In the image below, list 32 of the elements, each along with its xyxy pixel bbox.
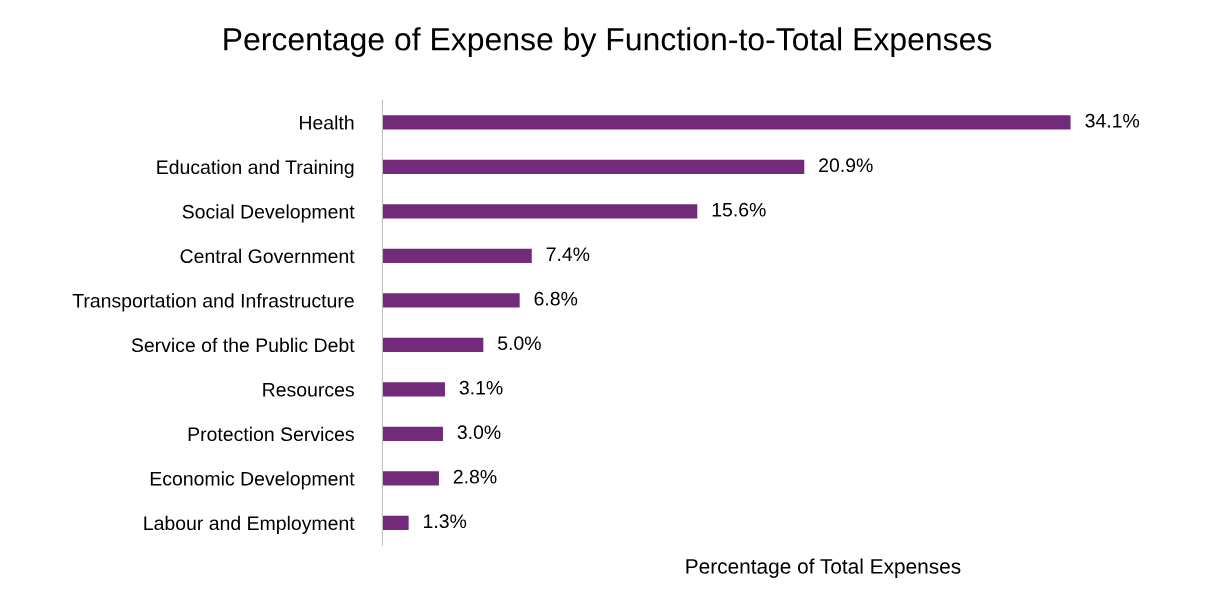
bar [382, 115, 1071, 130]
bar [382, 382, 445, 397]
data-label: 1.3% [424, 514, 467, 529]
bar [382, 471, 439, 486]
data-label: 7.4% [546, 247, 590, 261]
bar [382, 248, 532, 263]
data-label: 15.6% [712, 202, 766, 217]
x-axis-title: Percentage of Total Expenses [686, 558, 961, 578]
y-tick-label: Transportation and Infrastructure [72, 293, 354, 312]
y-tick-label: Labour and Employment [144, 515, 355, 534]
data-label: 20.9% [819, 158, 873, 173]
y-tick-label: Protection Services [188, 426, 354, 442]
y-tick-label: Resources [263, 383, 354, 397]
bar [382, 159, 805, 174]
y-tick-label: Social Development [182, 204, 355, 223]
y-tick-label: Health [300, 115, 354, 130]
bar [382, 515, 409, 530]
y-tick-label: Service of the Public Debt [131, 337, 355, 353]
bar [382, 426, 443, 441]
data-label: 5.0% [498, 336, 541, 351]
y-tick-label: Central Government [180, 248, 355, 264]
data-label: 3.0% [457, 425, 501, 440]
bar [382, 293, 520, 308]
data-label: 3.1% [459, 380, 503, 395]
data-label: 6.8% [534, 291, 578, 306]
data-label: 2.8% [453, 469, 497, 484]
bar [382, 337, 484, 352]
bar [382, 204, 698, 219]
y-tick-label: Economic Development [150, 471, 355, 490]
y-tick-label: Education and Training [157, 159, 354, 178]
data-label: 34.1% [1085, 113, 1140, 128]
chart-title: Percentage of Expense by Function-to-Total Expenses [224, 27, 992, 57]
